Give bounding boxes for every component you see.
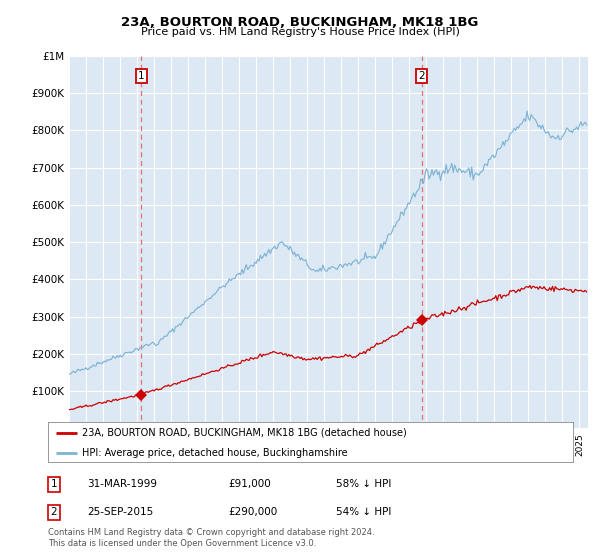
Text: 54% ↓ HPI: 54% ↓ HPI	[336, 507, 391, 517]
Text: £290,000: £290,000	[228, 507, 277, 517]
Text: Price paid vs. HM Land Registry's House Price Index (HPI): Price paid vs. HM Land Registry's House …	[140, 27, 460, 37]
Text: HPI: Average price, detached house, Buckinghamshire: HPI: Average price, detached house, Buck…	[82, 448, 348, 458]
Text: 2: 2	[418, 71, 425, 81]
Text: £91,000: £91,000	[228, 479, 271, 489]
Text: 1: 1	[50, 479, 58, 489]
Text: 58% ↓ HPI: 58% ↓ HPI	[336, 479, 391, 489]
Text: 25-SEP-2015: 25-SEP-2015	[87, 507, 153, 517]
Text: 23A, BOURTON ROAD, BUCKINGHAM, MK18 1BG (detached house): 23A, BOURTON ROAD, BUCKINGHAM, MK18 1BG …	[82, 428, 407, 437]
Text: 1: 1	[138, 71, 145, 81]
Text: 2: 2	[50, 507, 58, 517]
Text: 31-MAR-1999: 31-MAR-1999	[87, 479, 157, 489]
Text: 23A, BOURTON ROAD, BUCKINGHAM, MK18 1BG: 23A, BOURTON ROAD, BUCKINGHAM, MK18 1BG	[121, 16, 479, 29]
Text: Contains HM Land Registry data © Crown copyright and database right 2024.
This d: Contains HM Land Registry data © Crown c…	[48, 528, 374, 548]
